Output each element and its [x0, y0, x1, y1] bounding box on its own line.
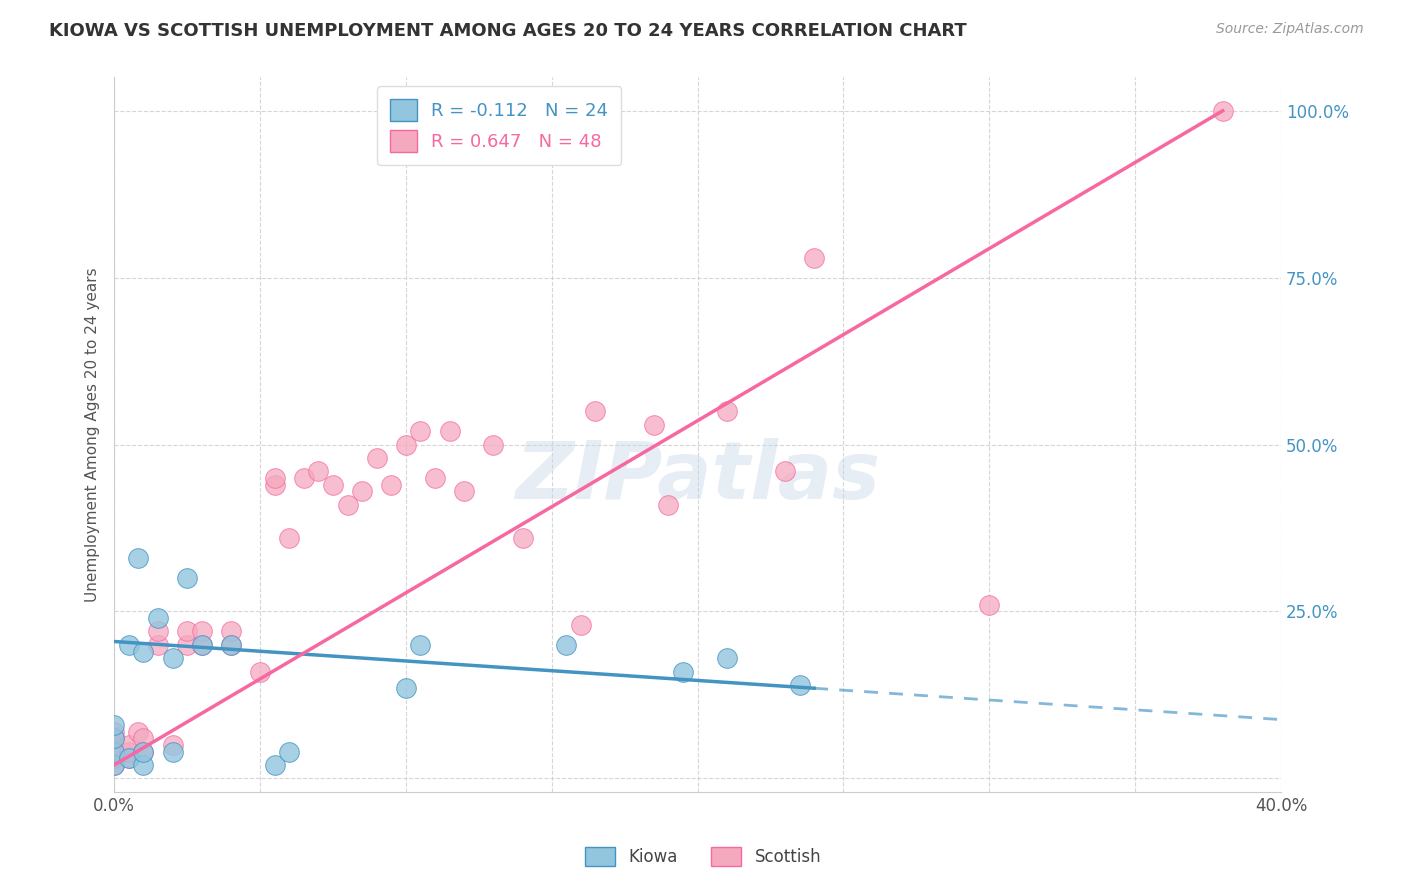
Point: [118, 638, 141, 652]
Point: [103, 745, 125, 759]
Point: [278, 745, 301, 759]
Point: [380, 477, 402, 491]
Point: [789, 678, 811, 692]
Point: [643, 417, 665, 432]
Point: [176, 624, 198, 639]
Point: [162, 738, 184, 752]
Point: [219, 638, 242, 652]
Point: [439, 424, 461, 438]
Point: [146, 638, 169, 652]
Point: [512, 531, 534, 545]
Point: [482, 437, 505, 451]
Point: [219, 624, 242, 639]
Point: [1212, 103, 1234, 118]
Point: [409, 424, 432, 438]
Point: [366, 450, 388, 465]
Legend: Kiowa, Scottish: Kiowa, Scottish: [576, 838, 830, 875]
Point: [127, 724, 149, 739]
Point: [190, 638, 212, 652]
Point: [307, 464, 329, 478]
Point: [773, 464, 796, 478]
Point: [190, 638, 212, 652]
Point: [263, 471, 285, 485]
Point: [453, 484, 475, 499]
Point: [423, 471, 446, 485]
Point: [146, 624, 169, 639]
Point: [395, 437, 418, 451]
Point: [132, 745, 155, 759]
Point: [395, 681, 418, 696]
Point: [292, 471, 315, 485]
Point: [336, 498, 359, 512]
Point: [278, 531, 301, 545]
Point: [103, 718, 125, 732]
Point: [118, 751, 141, 765]
Point: [132, 745, 155, 759]
Point: [132, 758, 155, 772]
Point: [176, 638, 198, 652]
Point: [322, 477, 344, 491]
Point: [219, 638, 242, 652]
Text: Source: ZipAtlas.com: Source: ZipAtlas.com: [1216, 22, 1364, 37]
Point: [162, 745, 184, 759]
Point: [657, 498, 679, 512]
Point: [103, 731, 125, 746]
Point: [263, 758, 285, 772]
Text: ZIPatlas: ZIPatlas: [515, 439, 880, 516]
Point: [103, 738, 125, 752]
Point: [176, 571, 198, 585]
Point: [103, 724, 125, 739]
Point: [118, 745, 141, 759]
Point: [585, 404, 607, 418]
Point: [103, 731, 125, 746]
Text: KIOWA VS SCOTTISH UNEMPLOYMENT AMONG AGES 20 TO 24 YEARS CORRELATION CHART: KIOWA VS SCOTTISH UNEMPLOYMENT AMONG AGE…: [49, 22, 967, 40]
Point: [103, 758, 125, 772]
Point: [103, 751, 125, 765]
Point: [716, 651, 738, 665]
Point: [803, 251, 825, 265]
Point: [569, 617, 592, 632]
Point: [118, 751, 141, 765]
Point: [716, 404, 738, 418]
Y-axis label: Unemployment Among Ages 20 to 24 years: Unemployment Among Ages 20 to 24 years: [86, 268, 100, 602]
Point: [979, 598, 1001, 612]
Point: [409, 638, 432, 652]
Point: [127, 551, 149, 566]
Point: [672, 665, 695, 679]
Point: [190, 624, 212, 639]
Point: [132, 731, 155, 746]
Point: [263, 477, 285, 491]
Legend: R = -0.112   N = 24, R = 0.647   N = 48: R = -0.112 N = 24, R = 0.647 N = 48: [377, 87, 621, 165]
Point: [555, 638, 578, 652]
Point: [162, 651, 184, 665]
Point: [146, 611, 169, 625]
Point: [352, 484, 374, 499]
Point: [249, 665, 271, 679]
Point: [118, 738, 141, 752]
Point: [103, 745, 125, 759]
Point: [103, 758, 125, 772]
Point: [132, 644, 155, 658]
